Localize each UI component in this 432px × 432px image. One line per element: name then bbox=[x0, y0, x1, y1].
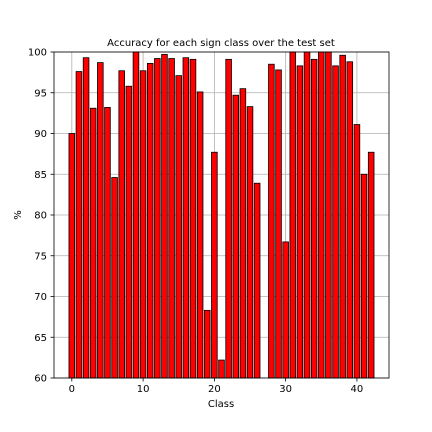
bar-class-17 bbox=[189, 58, 197, 379]
bars-group bbox=[68, 51, 375, 379]
bar-class-7 bbox=[118, 70, 125, 379]
bar-class-19 bbox=[203, 309, 211, 379]
y-tick-label: 85 bbox=[34, 170, 47, 181]
bar-class-24 bbox=[239, 88, 247, 379]
bar-class-18 bbox=[196, 91, 204, 379]
bar-class-21 bbox=[218, 359, 225, 379]
y-tick-label: 60 bbox=[34, 374, 47, 385]
bar-class-32 bbox=[296, 65, 304, 379]
y-axis-label: % bbox=[13, 210, 24, 220]
bar-class-8 bbox=[125, 85, 133, 379]
bar-class-29 bbox=[275, 69, 282, 379]
bar-class-34 bbox=[310, 58, 318, 379]
x-tick-label: 40 bbox=[351, 384, 364, 395]
x-axis-label: Class bbox=[208, 399, 234, 410]
bar-class-36 bbox=[325, 51, 332, 379]
x-tick-label: 0 bbox=[69, 384, 75, 395]
y-tick-label: 80 bbox=[34, 211, 47, 222]
bar-class-6 bbox=[111, 177, 118, 379]
bar-class-31 bbox=[289, 51, 297, 379]
bar-class-38 bbox=[339, 54, 346, 379]
bar-class-23 bbox=[232, 94, 240, 379]
bar-class-33 bbox=[303, 51, 311, 379]
bar-class-26 bbox=[253, 182, 261, 379]
bar-class-5 bbox=[104, 107, 111, 379]
bar-class-37 bbox=[332, 65, 339, 379]
y-tick-label: 70 bbox=[34, 292, 47, 303]
bar-class-10 bbox=[139, 70, 147, 379]
y-tick-label: 75 bbox=[34, 251, 47, 262]
y-tick-label: 90 bbox=[34, 129, 47, 140]
x-tick-label: 10 bbox=[137, 384, 150, 395]
bar-class-1 bbox=[75, 71, 83, 379]
x-tick-label: 30 bbox=[279, 384, 292, 395]
chart-title: Accuracy for each sign class over the te… bbox=[107, 38, 335, 49]
bar-class-16 bbox=[182, 57, 190, 379]
bar-class-40 bbox=[353, 124, 361, 379]
bar-class-35 bbox=[318, 51, 325, 379]
x-axis-ticks: 0 10 20 30 40 bbox=[69, 378, 364, 395]
bar-class-4 bbox=[97, 62, 104, 379]
bar-class-3 bbox=[89, 107, 97, 379]
bar-class-11 bbox=[146, 63, 154, 379]
bar-class-9 bbox=[132, 51, 140, 379]
bar-class-25 bbox=[246, 106, 254, 379]
bar-class-30 bbox=[282, 241, 289, 379]
bar-class-2 bbox=[82, 57, 90, 379]
bar-class-39 bbox=[346, 61, 354, 379]
bar-class-28 bbox=[268, 63, 275, 379]
bar-class-20 bbox=[211, 151, 218, 379]
bar-class-0 bbox=[68, 133, 76, 379]
x-tick-label: 20 bbox=[208, 384, 221, 395]
bar-class-22 bbox=[225, 58, 232, 379]
bar-class-41 bbox=[360, 173, 368, 379]
bar-class-42 bbox=[367, 151, 375, 379]
bar-class-15 bbox=[175, 75, 182, 379]
bar-class-12 bbox=[154, 58, 161, 379]
y-tick-label: 100 bbox=[28, 48, 47, 59]
y-axis-ticks: 60 65 70 75 80 85 90 95 100 bbox=[28, 48, 54, 385]
bar-class-14 bbox=[168, 58, 175, 379]
y-tick-label: 65 bbox=[34, 333, 47, 344]
y-tick-label: 95 bbox=[34, 88, 47, 99]
bar-class-13 bbox=[161, 54, 168, 379]
